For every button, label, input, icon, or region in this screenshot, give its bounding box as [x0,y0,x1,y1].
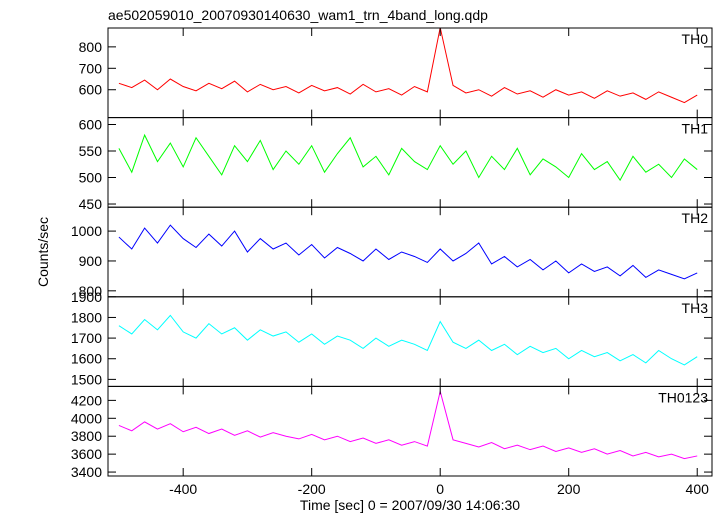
curve [118,224,698,280]
x-tick-label: 200 [557,481,581,497]
panel-label: TH1 [682,121,709,137]
panel-label: TH0 [682,31,709,47]
y-axis-label: Counts/sec [35,217,51,287]
y-tick-label: 3600 [71,446,102,462]
y-tick-label: 4200 [71,392,102,408]
x-tick-label: 0 [436,481,444,497]
panel-frame [107,385,713,477]
y-tick-label: 1600 [71,351,102,367]
y-tick-label: 1000 [71,223,102,239]
curve [118,391,698,460]
panel-frame [107,117,713,208]
x-axis-label: Time [sec] 0 = 2007/09/30 14:06:30 [300,497,520,513]
y-tick-label: 3400 [71,464,102,480]
curve [118,133,698,182]
x-tick-label: -200 [298,481,326,497]
y-tick-label: 3800 [71,428,102,444]
y-tick-label: 800 [79,283,103,299]
panel-frame [107,206,713,298]
y-tick-label: 1500 [71,371,102,387]
panel-label: TH3 [682,300,709,316]
y-tick-label: 600 [79,116,103,132]
panel-frame [107,27,713,119]
panel-label: TH0123 [658,389,708,405]
chart-title: ae502059010_20070930140630_wam1_trn_4ban… [108,7,488,23]
y-tick-label: 700 [79,60,103,76]
y-tick-label: 800 [79,39,103,55]
panel-frame [107,296,713,387]
y-tick-label: 550 [79,143,103,159]
y-tick-label: 500 [79,170,103,186]
x-tick-label: -400 [169,481,197,497]
y-tick-label: 600 [79,82,103,98]
y-tick-label: 4000 [71,410,102,426]
curve [118,314,698,366]
curve [118,27,698,104]
y-tick-label: 900 [79,253,103,269]
y-tick-label: 1700 [71,330,102,346]
y-tick-label: 1900 [71,289,102,305]
panel-label: TH2 [682,210,709,226]
x-tick-label: 400 [686,481,710,497]
y-tick-label: 1800 [71,309,102,325]
y-tick-label: 450 [79,196,103,212]
